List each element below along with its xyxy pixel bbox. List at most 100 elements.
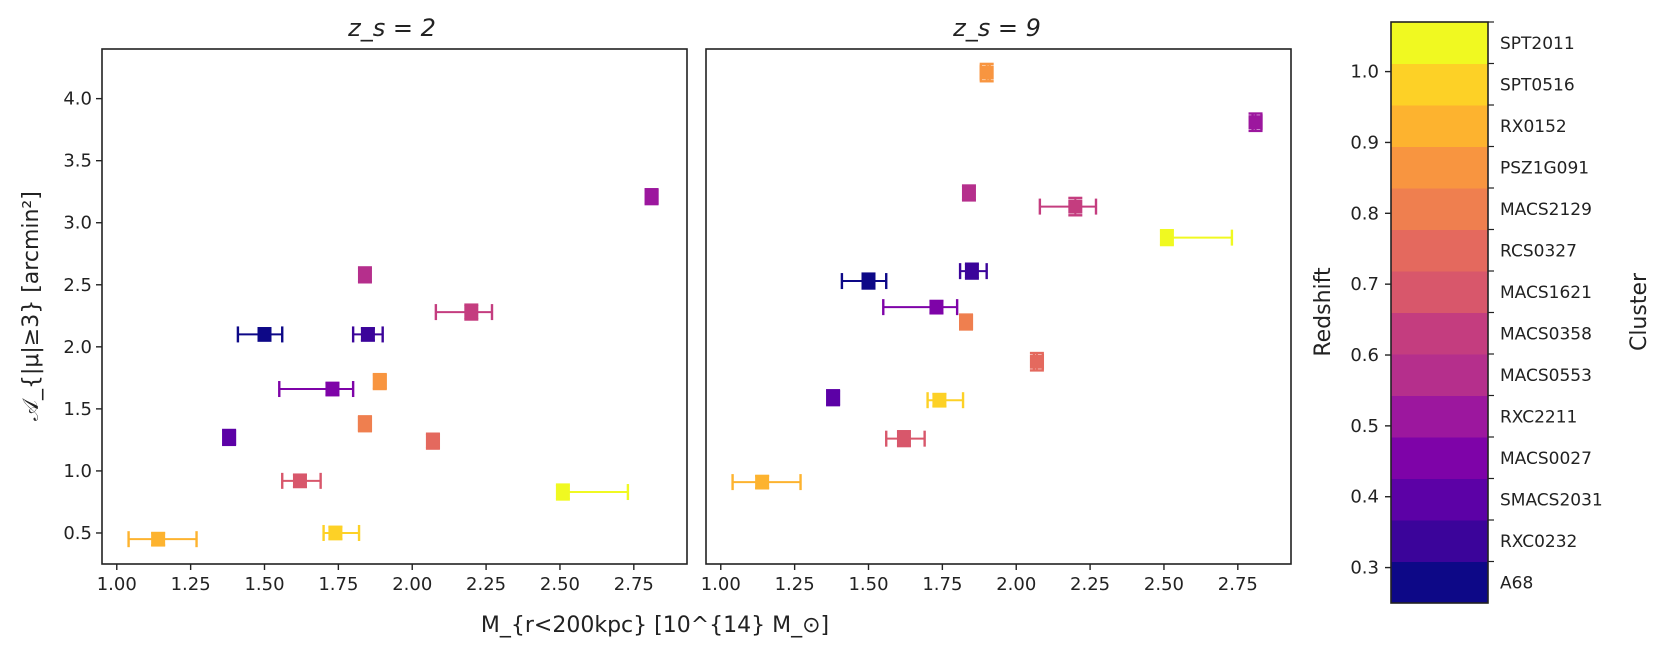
data-point-spt0516	[322, 524, 361, 541]
marker-square	[464, 305, 479, 320]
data-point-rcs0327	[1029, 351, 1045, 372]
marker-square	[357, 267, 372, 282]
x-tick-label: 2.00	[996, 574, 1036, 595]
y-tick-label: 3.0	[63, 213, 92, 234]
y-tick-label: 0.5	[63, 523, 92, 544]
colorbar-band	[1391, 312, 1488, 355]
marker-square	[425, 434, 440, 449]
colorbar-cluster-label: RX0152	[1500, 117, 1567, 137]
colorbar-cluster-label: RCS0327	[1500, 241, 1577, 261]
marker-square	[961, 185, 976, 200]
data-point-macs1621	[885, 430, 926, 448]
colorbar-redshift-tick-label: 0.8	[1350, 203, 1379, 224]
data-point-psz1g091	[979, 62, 994, 83]
marker-square	[755, 475, 770, 490]
panel-marks: 1.00 1.25 1.50 1.75 2.00 2.25 2.50 2.75	[701, 62, 1263, 595]
marker-square	[257, 327, 272, 342]
data-point-spt2011	[555, 483, 630, 501]
panel-zs9: z_s = 9 1.00 1.25 1.50 1.75 2.00 2.25 2.50 2.75	[701, 14, 1292, 595]
data-point-rx0152	[731, 474, 802, 491]
colorbar-band	[1391, 478, 1488, 521]
colorbar-cluster-label: RXC0232	[1500, 532, 1577, 552]
colorbar-band	[1391, 437, 1488, 479]
colorbar-bands	[1391, 22, 1488, 604]
colorbar-cluster-label: MACS1621	[1500, 283, 1592, 303]
x-tick-label: 2.25	[466, 574, 506, 595]
colorbar: A68 RXC0232 SMACS2031 MACS0027 RXC2211 MACS05…	[1311, 21, 1652, 604]
colorbar-band	[1391, 395, 1488, 438]
marker-square	[372, 374, 387, 389]
marker-square	[1159, 230, 1174, 245]
x-tick-label: 2.50	[540, 574, 580, 595]
colorbar-band	[1391, 63, 1488, 106]
colorbar-cluster-label: MACS2129	[1500, 200, 1592, 220]
data-point-a68	[840, 272, 888, 290]
marker-square	[959, 315, 973, 330]
marker-square	[360, 327, 375, 342]
data-point-macs0553	[961, 184, 976, 202]
x-tick-label: 1.25	[775, 574, 815, 595]
colorbar-cluster-label: SPT0516	[1500, 75, 1575, 95]
colorbar-redshift-tick-label: 0.5	[1350, 416, 1379, 437]
data-point-a68	[236, 326, 284, 343]
data-point-macs2129	[959, 313, 974, 331]
y-tick-label: 2.0	[63, 337, 92, 358]
colorbar-cluster-label: MACS0027	[1500, 449, 1592, 469]
data-point-spt0516	[926, 392, 965, 409]
marker-square	[292, 473, 307, 488]
colorbar-cluster-label: SMACS2031	[1500, 490, 1603, 510]
data-point-macs0553	[357, 266, 372, 284]
data-point-rxc0232	[351, 326, 384, 343]
y-tick-label: 2.5	[63, 275, 92, 296]
x-tick-label: 1.50	[244, 574, 284, 595]
colorbar-band	[1391, 188, 1488, 230]
data-point-rxc0232	[958, 262, 988, 280]
data-point-macs0027	[278, 381, 355, 398]
data-point-psz1g091	[372, 372, 387, 391]
data-point-macs1621	[281, 472, 322, 489]
colorbar-redshift-tick-label: 0.3	[1350, 558, 1379, 579]
y-tick-label: 1.0	[63, 461, 92, 482]
x-tick-label: 1.75	[922, 574, 962, 595]
data-point-macs0358	[434, 303, 494, 321]
colorbar-cluster-label: PSZ1G091	[1500, 158, 1589, 178]
marker-square	[979, 65, 994, 80]
marker-square	[151, 532, 166, 547]
y-axis-label: 𝒜_{|μ|≥3} [arcmin²]	[19, 191, 44, 421]
marker-square	[896, 431, 911, 446]
colorbar-band	[1391, 229, 1488, 272]
x-tick-label: 1.25	[171, 574, 211, 595]
marker-square	[357, 416, 372, 431]
plot-frame	[101, 48, 688, 565]
data-point-rx0152	[127, 531, 198, 548]
colorbar-cluster-label: MACS0358	[1500, 324, 1592, 344]
colorbar-redshift-tick-label: 0.7	[1350, 274, 1379, 295]
colorbar-cluster-label: RXC2211	[1500, 407, 1577, 427]
data-point-spt2011	[1159, 228, 1234, 247]
data-point-smacs2031	[826, 389, 841, 407]
marker-square	[826, 390, 841, 405]
colorbar-band	[1391, 105, 1488, 147]
marker-square	[325, 382, 340, 397]
colorbar-frame	[1390, 21, 1489, 604]
colorbar-band	[1391, 520, 1488, 562]
data-point-macs0027	[882, 299, 959, 316]
marker-square	[555, 485, 570, 500]
colorbar-ticks: A68 RXC0232 SMACS2031 MACS0027 RXC2211 MACS05…	[1350, 21, 1603, 593]
colorbar-label: Redshift	[1311, 267, 1336, 357]
colorbar-redshift-tick-label: 0.4	[1350, 487, 1379, 508]
colorbar-cluster-label: MACS0553	[1500, 366, 1592, 386]
x-tick-label: 1.00	[97, 574, 137, 595]
data-point-macs2129	[357, 415, 373, 433]
marker-square	[644, 189, 659, 204]
colorbar-right-label: Cluster	[1627, 272, 1652, 351]
x-tick-label: 2.00	[392, 574, 432, 595]
colorbar-band	[1391, 561, 1488, 604]
colorbar-cluster-label: SPT2011	[1500, 34, 1575, 54]
y-tick-label: 1.5	[63, 399, 92, 420]
data-point-rcs0327	[425, 432, 441, 450]
marker-square	[929, 300, 944, 315]
colorbar-band	[1391, 146, 1488, 189]
x-tick-label: 1.00	[701, 574, 741, 595]
